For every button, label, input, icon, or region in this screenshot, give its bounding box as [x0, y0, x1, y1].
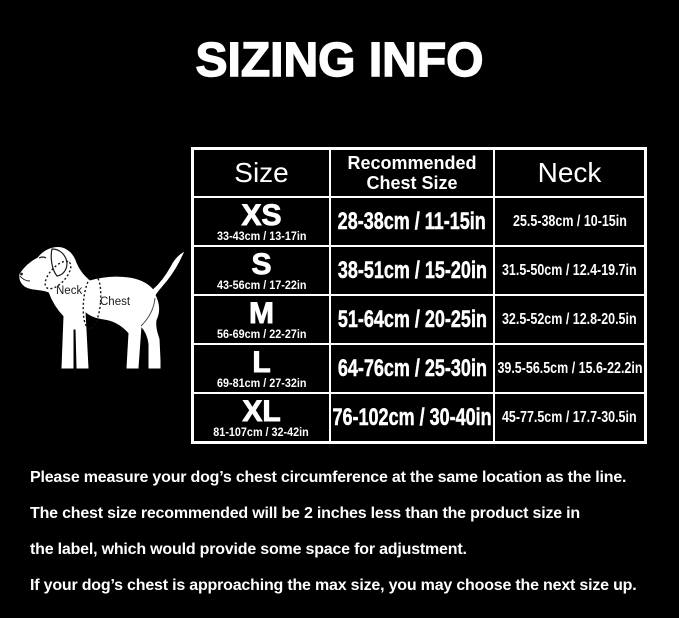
note-line-2: The chest size recommended will be 2 inc… — [30, 505, 581, 522]
dog-nose — [20, 272, 23, 276]
table-row-l-chest: 64-76cm / 25-30in — [331, 345, 493, 392]
measurement-notes: Please measure your dog’s chest circumfe… — [30, 460, 660, 604]
header-size: Size — [194, 150, 329, 196]
page-title: SIZING INFO — [195, 33, 484, 87]
table-row-s-neck: 31.5-50cm / 12.4-19.7in — [495, 247, 644, 294]
dog-eye — [38, 256, 47, 259]
table-row-m-chest: 51-64cm / 20-25in — [331, 296, 493, 343]
table-row-xl-neck: 45-77.5cm / 17.7-30.5in — [495, 394, 644, 441]
note-line-4: If your dog’s chest is approaching the m… — [30, 577, 637, 594]
table-row-s-size: S 43-56cm / 17-22in — [194, 247, 329, 294]
header-chest: Recommended Chest Size — [331, 150, 493, 196]
table-row-m-size: M 56-69cm / 22-27in — [194, 296, 329, 343]
note-line-3: the label, which would provide some spac… — [30, 541, 467, 558]
neck-measure-label: Neck — [56, 285, 82, 297]
sizing-table: Size Recommended Chest Size Neck XS 33-4… — [191, 147, 647, 444]
table-row-s-chest: 38-51cm / 15-20in — [331, 247, 493, 294]
header-neck: Neck — [495, 150, 644, 196]
dog-silhouette — [19, 247, 185, 369]
table-row-xs-chest: 28-38cm / 11-15in — [331, 198, 493, 245]
chest-measure-label: Chest — [100, 296, 131, 308]
dog-thigh-line — [140, 297, 156, 327]
table-row-l-neck: 39.5-56.5cm / 15.6-22.2in — [495, 345, 644, 392]
dog-ear — [50, 248, 68, 277]
dog-measurement-diagram: Neck Chest — [19, 247, 185, 369]
table-row-m-neck: 32.5-52cm / 12.8-20.5in — [495, 296, 644, 343]
neck-measure-line — [44, 260, 72, 290]
table-row-xl-size: XL 81-107cm / 32-42in — [194, 394, 329, 441]
table-row-l-size: L 69-81cm / 27-32in — [194, 345, 329, 392]
table-row-xs-size: XS 33-43cm / 13-17in — [194, 198, 329, 245]
dog-mouth — [19, 275, 31, 282]
table-row-xl-chest: 76-102cm / 30-40in — [331, 394, 493, 441]
table-row-xs-neck: 25.5-38cm / 10-15in — [495, 198, 644, 245]
note-line-1: Please measure your dog’s chest circumfe… — [30, 469, 627, 486]
